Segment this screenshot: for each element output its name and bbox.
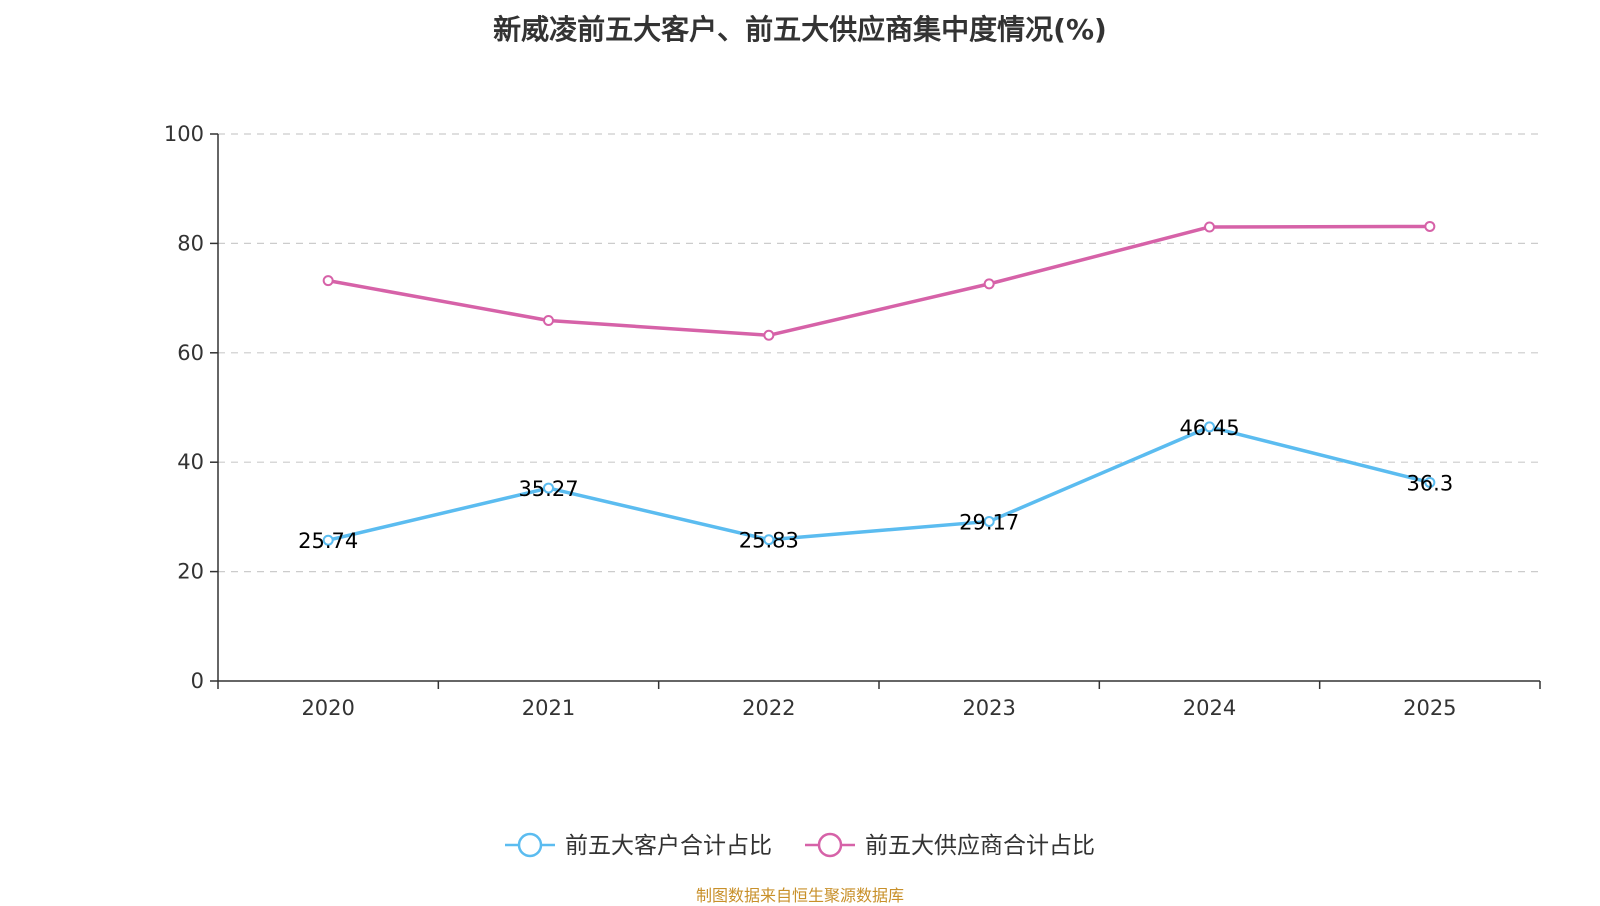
data-point-customers-2022[interactable]	[763, 534, 775, 546]
data-label-customers-2025: 36.3	[1406, 471, 1453, 495]
y-tick-label: 40	[177, 450, 204, 474]
y-tick-label: 0	[191, 669, 204, 693]
chart-title: 新威凌前五大客户、前五大供应商集中度情况(%)	[493, 13, 1107, 46]
y-tick-label: 100	[164, 122, 204, 146]
series-layer	[322, 220, 1436, 546]
data-label-customers-2020: 25.74	[298, 529, 358, 553]
data-point-suppliers-2020[interactable]	[322, 275, 334, 287]
x-tick-label-2022: 2022	[742, 696, 795, 720]
legend-item-suppliers[interactable]: 前五大供应商合计占比	[805, 832, 1095, 859]
grid-layer	[218, 133, 1540, 573]
data-point-suppliers-2024[interactable]	[1204, 221, 1215, 233]
source-note: 制图数据来自恒生聚源数据库	[695, 886, 904, 905]
data-point-suppliers-2022[interactable]	[763, 329, 775, 341]
label-layer: 25.74 35.27 25.83 29.17 46.45 36.3	[298, 416, 1453, 553]
data-point-suppliers-2021[interactable]	[543, 315, 554, 327]
data-point-suppliers-2023[interactable]	[983, 278, 995, 290]
x-tick-label-2023: 2023	[962, 696, 1015, 720]
series-line-suppliers	[326, 224, 1432, 338]
legend-marker-icon	[817, 832, 843, 858]
data-label-customers-2021: 35.27	[518, 477, 578, 501]
data-point-customers-2024[interactable]	[1204, 421, 1215, 433]
data-point-customers-2020[interactable]	[322, 534, 334, 546]
axis-layer: 0 20 40 60 80 100 2020 2021 2022 2023 2024 2025	[164, 122, 1541, 720]
legend-marker-icon	[517, 832, 543, 858]
x-tick-label-2021: 2021	[522, 696, 575, 720]
data-label-customers-2023: 29.17	[959, 510, 1019, 534]
legend-item-customers[interactable]: 前五大客户合计占比	[505, 832, 772, 859]
series-line-customers	[326, 425, 1432, 542]
data-label-customers-2022: 25.83	[739, 529, 799, 553]
data-point-suppliers-2025[interactable]	[1424, 220, 1436, 232]
x-tick-label-2024: 2024	[1183, 696, 1236, 720]
x-tick-label-2025: 2025	[1403, 696, 1456, 720]
data-point-customers-2023[interactable]	[983, 515, 995, 527]
legend[interactable]: 前五大客户合计占比 前五大供应商合计占比	[505, 832, 1095, 859]
legend-label: 前五大客户合计占比	[565, 833, 772, 859]
y-tick-label: 20	[177, 560, 204, 584]
x-tick-label-2020: 2020	[301, 696, 354, 720]
y-tick-label: 60	[177, 341, 204, 365]
data-point-customers-2025[interactable]	[1424, 476, 1436, 488]
data-label-customers-2024: 46.45	[1179, 416, 1239, 440]
data-point-customers-2021[interactable]	[543, 482, 554, 494]
y-tick-label: 80	[177, 231, 204, 255]
legend-label: 前五大供应商合计占比	[865, 833, 1095, 859]
